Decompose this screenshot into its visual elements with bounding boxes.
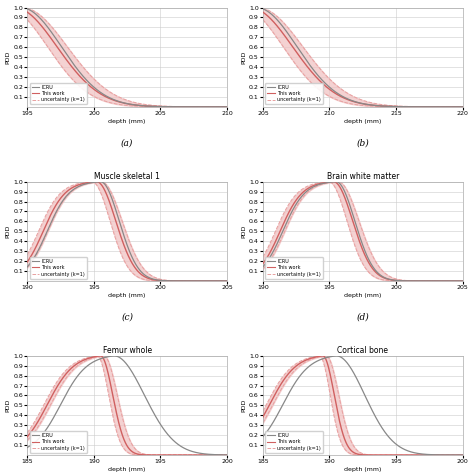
X-axis label: depth (mm): depth (mm): [344, 293, 382, 298]
X-axis label: depth (mm): depth (mm): [344, 119, 382, 124]
Legend: ICRU, This work, uncertainty (k=1): ICRU, This work, uncertainty (k=1): [30, 82, 87, 104]
Text: (d): (d): [356, 313, 369, 322]
Legend: ICRU, This work, uncertainty (k=1): ICRU, This work, uncertainty (k=1): [265, 257, 323, 279]
Title: Cortical bone: Cortical bone: [337, 346, 388, 355]
Y-axis label: PDD: PDD: [6, 399, 10, 412]
X-axis label: depth (mm): depth (mm): [109, 119, 146, 124]
Y-axis label: PDD: PDD: [6, 51, 10, 64]
Legend: ICRU, This work, uncertainty (k=1): ICRU, This work, uncertainty (k=1): [265, 82, 323, 104]
Text: (b): (b): [356, 138, 369, 147]
X-axis label: depth (mm): depth (mm): [109, 467, 146, 472]
Y-axis label: PDD: PDD: [241, 225, 246, 238]
Legend: ICRU, This work, uncertainty (k=1): ICRU, This work, uncertainty (k=1): [30, 257, 87, 279]
Y-axis label: PDD: PDD: [241, 51, 246, 64]
Y-axis label: PDD: PDD: [6, 225, 10, 238]
Text: (a): (a): [121, 138, 133, 147]
Title: Brain white matter: Brain white matter: [327, 172, 399, 181]
Legend: ICRU, This work, uncertainty (k=1): ICRU, This work, uncertainty (k=1): [30, 431, 87, 453]
X-axis label: depth (mm): depth (mm): [109, 293, 146, 298]
Legend: ICRU, This work, uncertainty (k=1): ICRU, This work, uncertainty (k=1): [265, 431, 323, 453]
Title: Muscle skeletal 1: Muscle skeletal 1: [94, 172, 160, 181]
Title: Femur whole: Femur whole: [102, 346, 152, 355]
Y-axis label: PDD: PDD: [241, 399, 246, 412]
X-axis label: depth (mm): depth (mm): [344, 467, 382, 472]
Text: (c): (c): [121, 313, 133, 322]
